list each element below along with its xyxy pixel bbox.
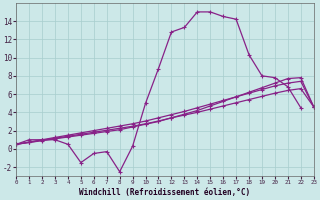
X-axis label: Windchill (Refroidissement éolien,°C): Windchill (Refroidissement éolien,°C)	[79, 188, 251, 197]
